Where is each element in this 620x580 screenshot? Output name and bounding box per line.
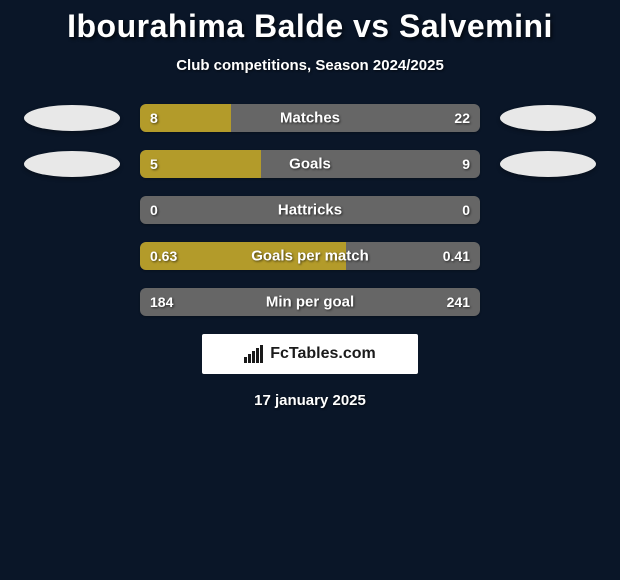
stat-row: 8 Matches 22 xyxy=(0,104,620,132)
date-label: 17 january 2025 xyxy=(0,392,620,409)
stat-bar: 184 Min per goal 241 xyxy=(140,288,480,316)
stat-value-left: 0.63 xyxy=(150,248,177,264)
stat-bar: 0 Hattricks 0 xyxy=(140,196,480,224)
stat-bar: 5 Goals 9 xyxy=(140,150,480,178)
stat-row: 0.63 Goals per match 0.41 xyxy=(0,242,620,270)
stat-row: 5 Goals 9 xyxy=(0,150,620,178)
stat-value-right: 0 xyxy=(462,202,470,218)
stat-label: Hattricks xyxy=(278,202,342,219)
stat-value-right: 9 xyxy=(462,156,470,172)
stat-label: Goals per match xyxy=(251,248,369,265)
player-left-marker xyxy=(24,105,120,131)
comparison-infographic: Ibourahima Balde vs Salvemini Club compe… xyxy=(0,0,620,409)
stat-row: 0 Hattricks 0 xyxy=(0,196,620,224)
player-right-marker xyxy=(500,105,596,131)
player-right-marker xyxy=(500,151,596,177)
bar-chart-icon xyxy=(244,345,264,363)
stat-value-right: 22 xyxy=(454,110,470,126)
stat-bar: 8 Matches 22 xyxy=(140,104,480,132)
page-title: Ibourahima Balde vs Salvemini xyxy=(0,8,620,45)
stat-label: Min per goal xyxy=(266,294,354,311)
stats-rows: 8 Matches 22 5 Goals 9 0 Hattricks 0 0.63 Goals pe… xyxy=(0,104,620,316)
player-left-marker xyxy=(24,151,120,177)
stat-label: Matches xyxy=(280,110,340,127)
branding-text: FcTables.com xyxy=(270,345,376,363)
stat-value-left: 0 xyxy=(150,202,158,218)
stat-bar-fill xyxy=(140,150,261,178)
stat-bar: 0.63 Goals per match 0.41 xyxy=(140,242,480,270)
stat-label: Goals xyxy=(289,156,331,173)
stat-value-right: 241 xyxy=(447,294,470,310)
branding-badge: FcTables.com xyxy=(202,334,418,374)
stat-value-left: 8 xyxy=(150,110,158,126)
stat-value-left: 184 xyxy=(150,294,173,310)
subtitle: Club competitions, Season 2024/2025 xyxy=(0,57,620,74)
stat-row: 184 Min per goal 241 xyxy=(0,288,620,316)
stat-value-right: 0.41 xyxy=(443,248,470,264)
stat-value-left: 5 xyxy=(150,156,158,172)
